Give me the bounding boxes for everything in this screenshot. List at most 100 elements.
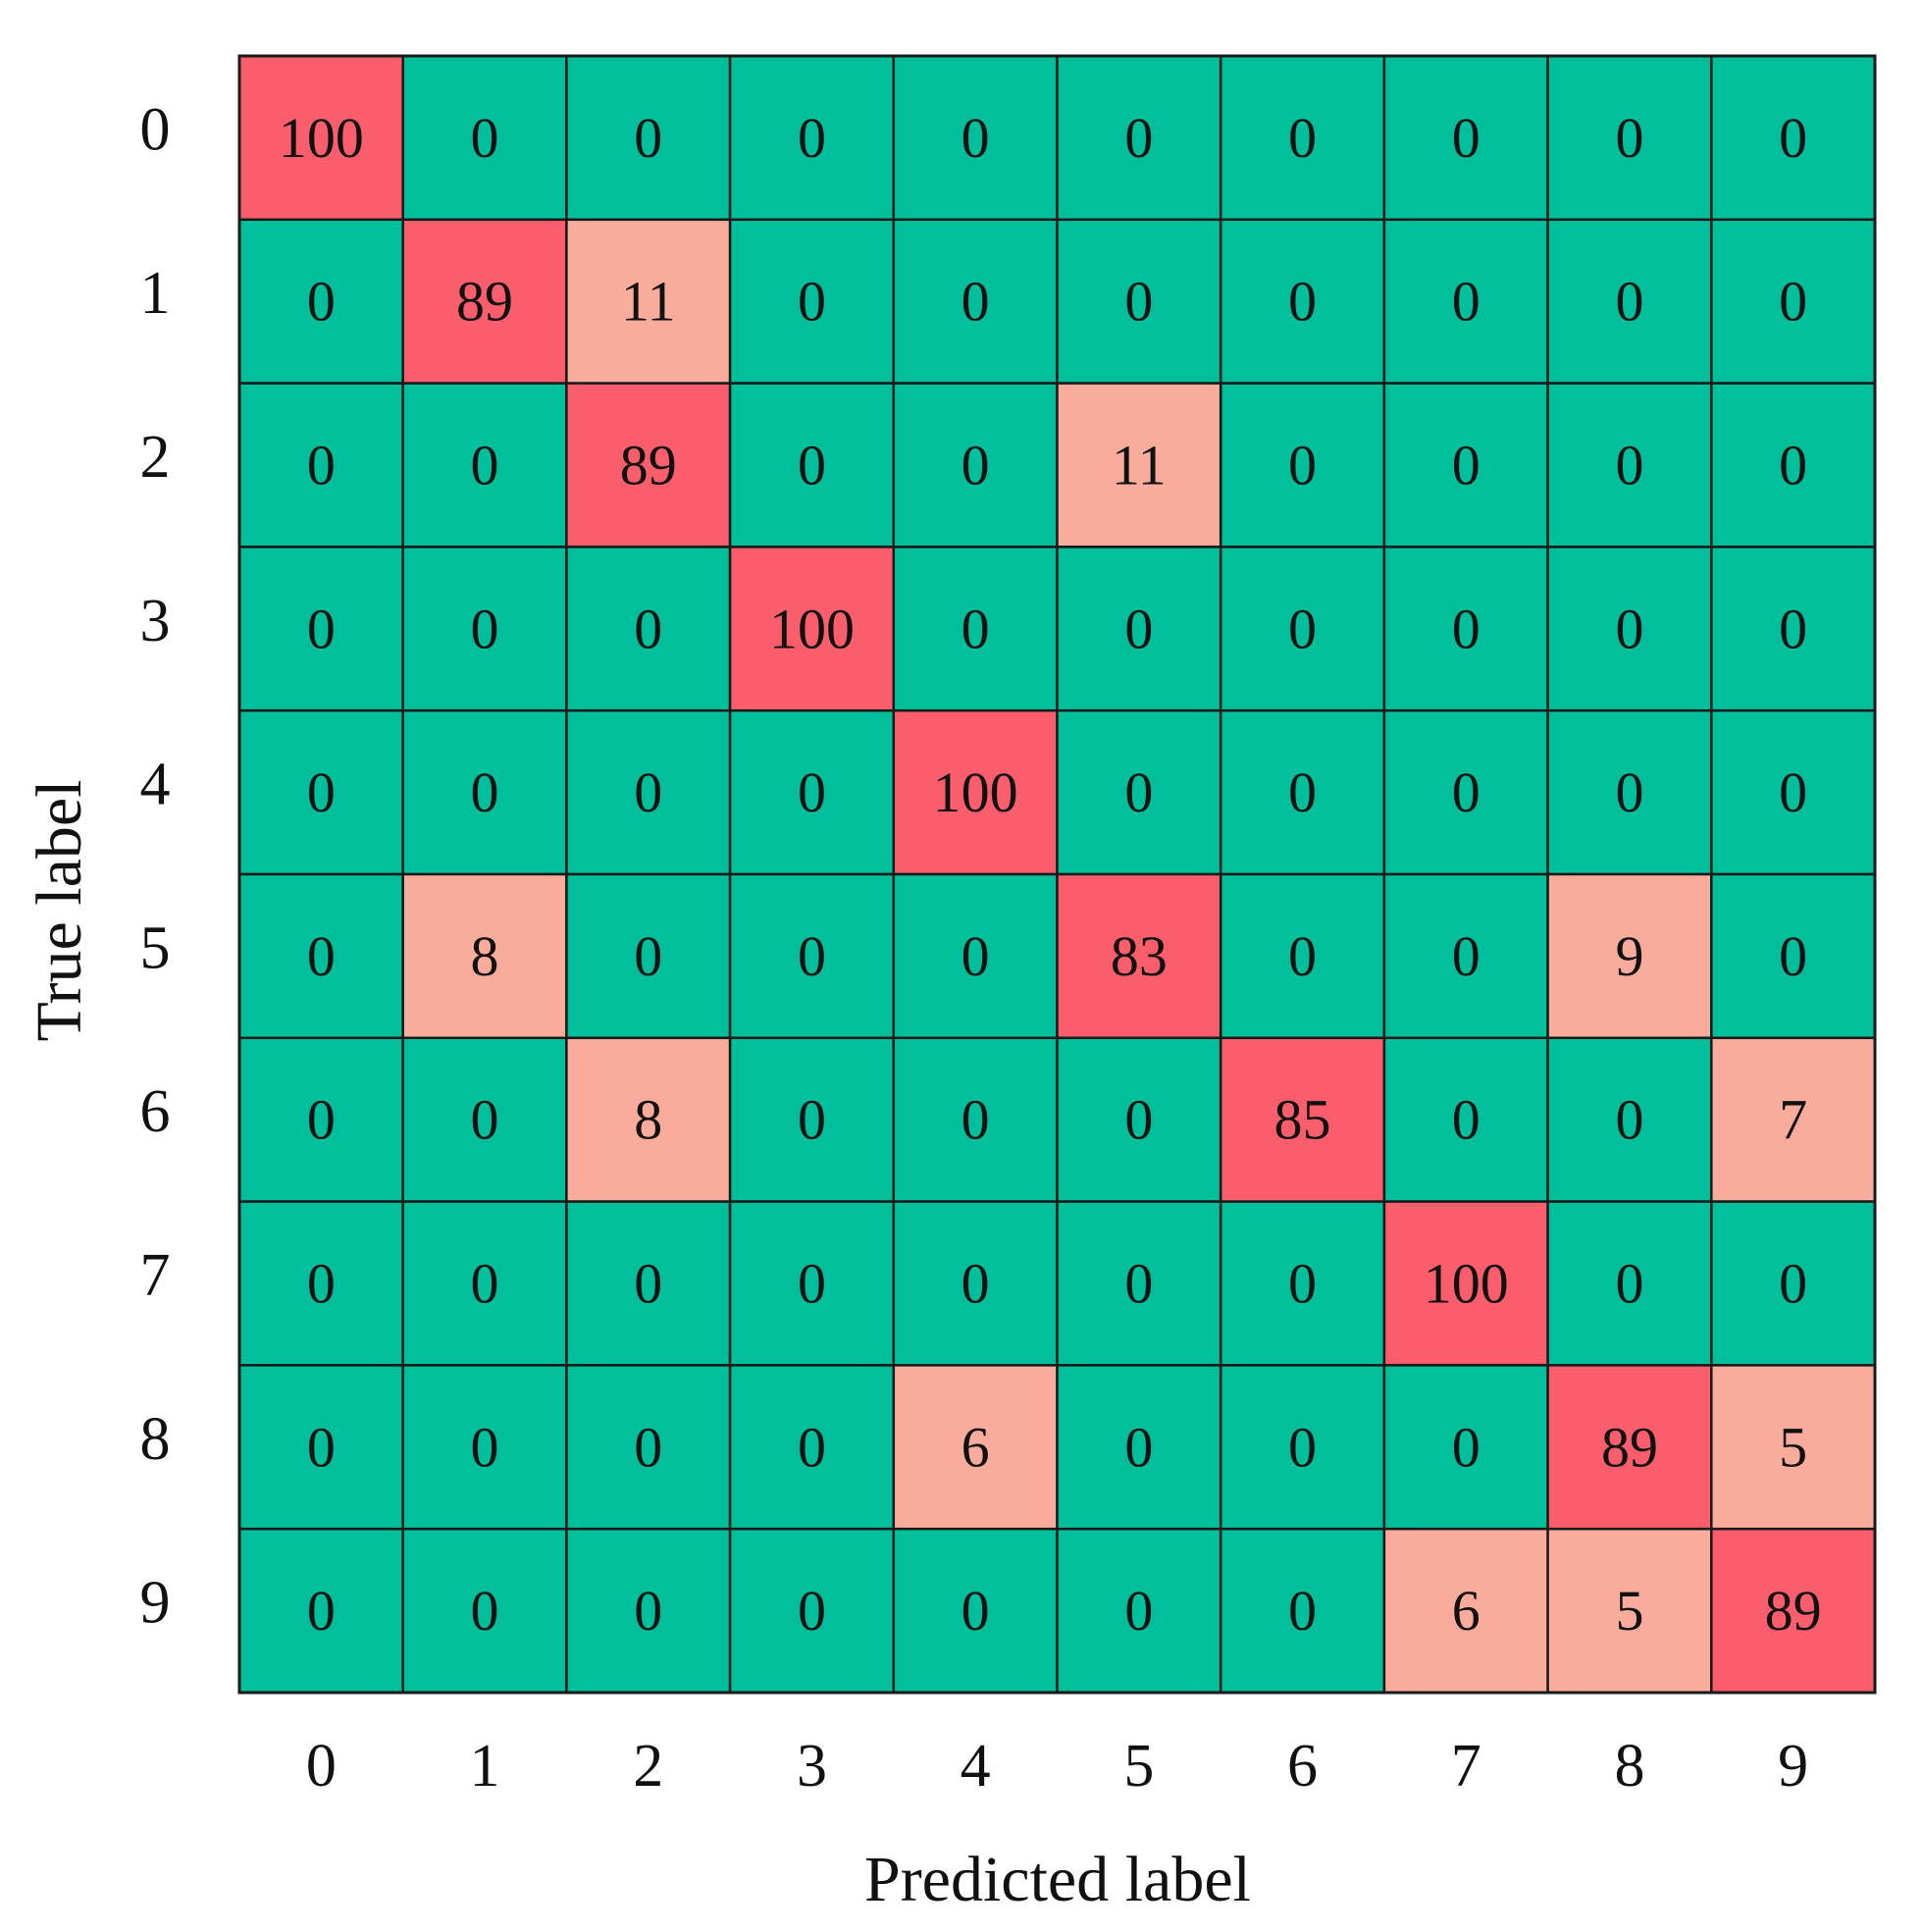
heatmap-cell-r5-c2 xyxy=(565,872,732,1040)
heatmap-cell-r9-c1 xyxy=(401,1527,568,1695)
cell-value-label: 11 xyxy=(1112,434,1167,497)
x-tick-label: 9 xyxy=(1778,1733,1808,1800)
x-tick-label: 2 xyxy=(633,1733,663,1800)
y-tick-label: 3 xyxy=(140,588,171,654)
heatmap-cell-r4-c9 xyxy=(1710,708,1877,876)
cell-value-label: 0 xyxy=(1124,1252,1153,1316)
cell-value-label: 100 xyxy=(1424,1252,1509,1316)
cell-value-label: 0 xyxy=(798,106,826,170)
y-tick-label: 9 xyxy=(140,1570,171,1637)
cell-value-label: 0 xyxy=(798,1088,826,1152)
heatmap-cell-r8-c3 xyxy=(728,1364,896,1531)
x-tick-label: 0 xyxy=(306,1733,337,1800)
cells-layer xyxy=(237,54,1877,1695)
x-tick-label: 3 xyxy=(797,1733,827,1800)
cell-value-label: 6 xyxy=(962,1415,990,1479)
x-tick-label: 8 xyxy=(1614,1733,1644,1800)
cell-value-label: 89 xyxy=(1765,1579,1822,1643)
cell-value-label: 0 xyxy=(634,760,662,824)
cell-value-label: 0 xyxy=(1615,1088,1643,1152)
heatmap-cell-r9-c4 xyxy=(892,1527,1059,1695)
heatmap-cell-r1-c8 xyxy=(1546,218,1713,385)
cell-value-label: 0 xyxy=(1452,1088,1481,1152)
cell-value-label: 0 xyxy=(798,1415,826,1479)
cell-value-label: 0 xyxy=(1452,434,1481,497)
heatmap-cell-r7-c7 xyxy=(1382,1200,1549,1367)
heatmap-cell-r1-c1 xyxy=(401,218,568,385)
cell-value-label: 0 xyxy=(634,597,662,660)
cell-value-label: 0 xyxy=(471,1415,499,1479)
cell-value-label: 0 xyxy=(1452,597,1481,660)
cell-value-label: 0 xyxy=(1779,106,1807,170)
x-tick-label: 5 xyxy=(1123,1733,1154,1800)
cell-value-label: 100 xyxy=(769,597,855,660)
y-tick-label: 6 xyxy=(140,1078,171,1145)
x-tick-label: 7 xyxy=(1451,1733,1481,1800)
x-tick-label: 6 xyxy=(1287,1733,1318,1800)
heatmap-cell-r2-c4 xyxy=(892,382,1059,548)
y-tick-label: 8 xyxy=(140,1406,171,1473)
heatmap-cell-r7-c5 xyxy=(1056,1200,1222,1367)
heatmap-cell-r1-c7 xyxy=(1382,218,1549,385)
cell-value-label: 0 xyxy=(1615,270,1643,334)
cell-value-label: 0 xyxy=(1288,106,1317,170)
heatmap-cell-r9-c5 xyxy=(1056,1527,1222,1695)
y-tick-label: 7 xyxy=(140,1242,171,1309)
cell-value-label: 0 xyxy=(634,1415,662,1479)
heatmap-cell-r2-c6 xyxy=(1219,382,1386,548)
cell-value-label: 89 xyxy=(456,270,513,334)
cell-value-label: 85 xyxy=(1274,1088,1331,1152)
cell-value-label: 0 xyxy=(1124,270,1153,334)
heatmap-cell-r8-c4 xyxy=(892,1364,1059,1531)
heatmap-cell-r0-c0 xyxy=(237,54,404,222)
cell-value-label: 0 xyxy=(471,1252,499,1316)
heatmap-cell-r2-c2 xyxy=(565,382,732,548)
cell-value-label: 0 xyxy=(798,924,826,988)
heatmap-cell-r0-c9 xyxy=(1710,54,1877,222)
heatmap-cell-r9-c3 xyxy=(728,1527,896,1695)
heatmap-cell-r7-c8 xyxy=(1546,1200,1713,1367)
heatmap-cell-r4-c6 xyxy=(1219,708,1386,876)
heatmap-cell-r4-c2 xyxy=(565,708,732,876)
cell-value-label: 0 xyxy=(471,434,499,497)
heatmap-cell-r2-c7 xyxy=(1382,382,1549,548)
cell-value-label: 0 xyxy=(307,1252,336,1316)
heatmap-cell-r0-c1 xyxy=(401,54,568,222)
cell-value-label: 8 xyxy=(471,924,499,988)
heatmap-cell-r4-c1 xyxy=(401,708,568,876)
cell-value-label: 0 xyxy=(962,1579,990,1643)
heatmap-cell-r0-c5 xyxy=(1056,54,1222,222)
heatmap-cell-r6-c9 xyxy=(1710,1036,1877,1203)
cell-value-label: 0 xyxy=(962,597,990,660)
heatmap-cell-r3-c6 xyxy=(1219,546,1386,712)
cell-value-label: 0 xyxy=(1452,760,1481,824)
heatmap-cell-r8-c1 xyxy=(401,1364,568,1531)
cell-value-label: 0 xyxy=(1288,270,1317,334)
cell-value-label: 0 xyxy=(307,270,336,334)
cell-value-label: 0 xyxy=(1615,434,1643,497)
y-tick-label: 2 xyxy=(140,424,171,491)
cell-value-label: 100 xyxy=(933,760,1018,824)
heatmap-cell-r8-c8 xyxy=(1546,1364,1713,1531)
heatmap-cell-r3-c9 xyxy=(1710,546,1877,712)
heatmap-cell-r8-c6 xyxy=(1219,1364,1386,1531)
heatmap-cell-r5-c8 xyxy=(1546,872,1713,1040)
cell-value-label: 0 xyxy=(1288,1579,1317,1643)
cell-labels-layer: 100 0 0 0 0 0 0 0 0 00 89 11 0 0 0 0 0 0 00 0 89 0 0 11 0 0 0 00 0 0 1… xyxy=(279,106,1822,1643)
cell-value-label: 0 xyxy=(471,1088,499,1152)
cell-value-label: 8 xyxy=(634,1088,662,1152)
cell-value-label: 5 xyxy=(1779,1415,1807,1479)
heatmap-cell-r5-c0 xyxy=(237,872,404,1040)
cell-value-label: 0 xyxy=(1288,597,1317,660)
cell-value-label: 0 xyxy=(798,1252,826,1316)
cell-value-label: 0 xyxy=(1452,924,1481,988)
heatmap-cell-r6-c8 xyxy=(1546,1036,1713,1203)
y-tick-label: 1 xyxy=(140,260,171,327)
heatmap-cell-r7-c4 xyxy=(892,1200,1059,1367)
x-axis-label: Predicted label xyxy=(864,1844,1251,1915)
cell-value-label: 0 xyxy=(1779,434,1807,497)
heatmap-cell-r1-c6 xyxy=(1219,218,1386,385)
heatmap-cell-r4-c5 xyxy=(1056,708,1222,876)
